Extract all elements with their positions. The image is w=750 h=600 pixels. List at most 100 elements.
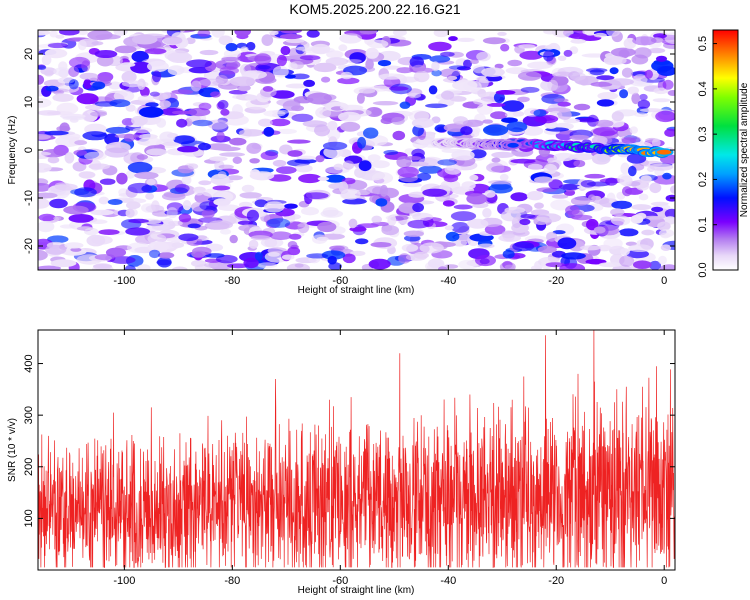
heatmap-cell (168, 220, 183, 226)
heatmap-cell (287, 241, 298, 249)
heatmap-cell (370, 160, 390, 169)
y-tick-label: 300 (23, 406, 35, 424)
heatmap-cell (225, 43, 238, 52)
heatmap-y-ticks: -20 -10 0 10 20 (23, 48, 675, 254)
heatmap-cell (90, 111, 108, 117)
heatmap-cell (126, 242, 151, 254)
heatmap-cell (104, 147, 130, 158)
heatmap-cell (167, 65, 185, 76)
heatmap-cell (659, 264, 675, 270)
heatmap-cell (517, 71, 542, 81)
heatmap-cell (62, 116, 85, 121)
heatmap-cell (408, 191, 427, 198)
heatmap-cell (603, 238, 623, 250)
heatmap-cell (137, 95, 154, 102)
heatmap-cell (622, 186, 632, 197)
heatmap-cell (49, 198, 68, 209)
heatmap-cell (306, 30, 320, 38)
x-tick-label: -100 (113, 275, 135, 287)
heatmap-cell (401, 243, 419, 252)
heatmap-cell (412, 202, 424, 213)
heatmap-cell (398, 253, 411, 264)
x-tick-label: 0 (661, 275, 667, 287)
heatmap-cell (83, 78, 92, 90)
heatmap-cell (490, 111, 508, 120)
heatmap-cell (375, 198, 388, 207)
heatmap-cell (365, 58, 374, 70)
heatmap-cell (481, 67, 505, 77)
heatmap-cell (570, 196, 591, 206)
heatmap-cell (504, 111, 520, 118)
heatmap-cell (250, 169, 260, 177)
heatmap-cell (557, 237, 577, 250)
heatmap-cell (451, 222, 470, 233)
heatmap-cell (176, 118, 188, 128)
heatmap-cell (488, 180, 512, 185)
heatmap-cell (63, 205, 89, 215)
heatmap-cell (91, 41, 104, 46)
heatmap-cell (250, 235, 271, 241)
heatmap-cell (198, 142, 211, 151)
heatmap-cell (358, 160, 372, 172)
heatmap-cell (49, 30, 58, 38)
heatmap-cell (329, 245, 345, 251)
heatmap-cell (653, 87, 669, 95)
heatmap-cell (595, 119, 614, 128)
heatmap-cell (652, 98, 671, 103)
heatmap-cell (655, 110, 675, 123)
heatmap-cell (113, 90, 135, 102)
heatmap-cell (220, 108, 230, 116)
heatmap-cell (383, 150, 399, 155)
heatmap-cell (482, 37, 506, 45)
heatmap-cell (207, 220, 233, 230)
heatmap-cell (440, 179, 461, 191)
heatmap-cell (500, 210, 522, 222)
x-tick-label: -40 (440, 575, 456, 587)
heatmap-cell (495, 90, 516, 95)
heatmap-cell (664, 128, 675, 137)
heatmap-cell (407, 219, 430, 229)
heatmap-cell (340, 188, 361, 200)
heatmap-cell (267, 252, 280, 257)
heatmap-cell (131, 115, 148, 126)
heatmap-cell (79, 72, 99, 81)
heatmap-cell (325, 174, 346, 183)
heatmap-cell (276, 128, 297, 135)
heatmap-cell (392, 30, 407, 37)
heatmap-cell (164, 50, 190, 62)
heatmap-cell (127, 182, 153, 194)
heatmap-cell (627, 86, 639, 95)
heatmap-cell (191, 250, 206, 258)
heatmap-cell (387, 214, 397, 227)
heatmap-cell (50, 259, 77, 268)
heatmap-cell (93, 263, 112, 270)
heatmap-cell (607, 56, 627, 65)
heatmap-cell (522, 126, 544, 136)
heatmap-cell (431, 69, 442, 77)
heatmap-cell (477, 243, 495, 249)
heatmap-cell (371, 215, 383, 224)
heatmap-cell (257, 262, 278, 269)
snr-frame (37, 329, 676, 571)
heatmap-cell (498, 234, 522, 242)
heatmap-cell (64, 242, 84, 249)
heatmap-cell (621, 137, 636, 144)
heatmap-cell (526, 191, 544, 201)
heatmap-cell (563, 49, 573, 57)
heatmap-cell (449, 96, 467, 102)
heatmap-cell (237, 84, 251, 92)
heatmap-cell (425, 131, 436, 141)
heatmap-cell (650, 201, 669, 206)
heatmap-cell (621, 67, 633, 78)
heatmap-cell (78, 171, 96, 179)
heatmap-cell (316, 236, 329, 241)
heatmap-cell (94, 50, 118, 58)
heatmap-cell (146, 148, 168, 156)
heatmap-cell (483, 124, 509, 136)
heatmap-cell (68, 214, 94, 223)
heatmap-cell (342, 198, 367, 205)
heatmap-cell (149, 91, 160, 97)
heatmap-cell (263, 126, 275, 137)
heatmap-cell (640, 175, 652, 184)
heatmap-cell (356, 92, 365, 104)
